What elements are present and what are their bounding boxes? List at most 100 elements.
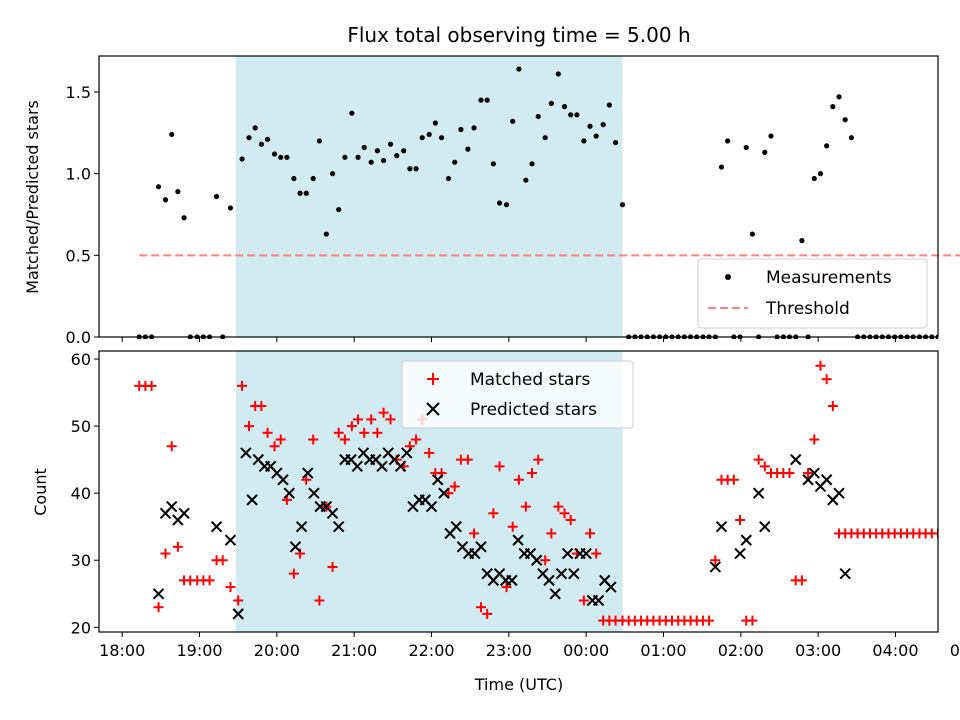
legend-measurements-label: Measurements — [766, 268, 892, 288]
measurements-point — [542, 135, 548, 141]
predicted-stars-point — [709, 561, 722, 573]
predicted-stars-point — [833, 487, 845, 499]
matched-stars-point — [533, 454, 544, 465]
measurements-point — [465, 146, 471, 152]
predicted-stars-point — [152, 588, 165, 600]
matched-stars-point — [275, 434, 286, 445]
measurements-point — [303, 190, 309, 196]
predicted-stars-point — [580, 547, 592, 560]
matched-stars-point — [735, 515, 746, 526]
measurements-point — [297, 190, 303, 196]
matched-stars-point — [815, 360, 826, 371]
legend-threshold-label: Threshold — [765, 299, 850, 319]
measurements-point — [368, 159, 374, 165]
measurements-point — [355, 154, 361, 160]
predicted-stars-point — [246, 494, 258, 506]
y-tick-label: 50 — [71, 417, 91, 436]
measurements-point — [316, 138, 322, 144]
measurements-point — [258, 141, 264, 147]
predicted-stars-point — [438, 487, 450, 499]
matched-stars-point — [160, 548, 171, 559]
matched-stars-point — [233, 595, 244, 606]
matched-stars-point — [333, 427, 344, 438]
matched-stars-point — [366, 414, 377, 425]
markers-layer — [134, 360, 938, 626]
legend-matched-label: Matched stars — [470, 370, 590, 390]
measurements-point — [478, 97, 484, 103]
bottom-legend-box — [401, 360, 634, 429]
matched-stars-point — [372, 427, 383, 438]
measurements-point — [374, 148, 380, 154]
x-tick-label: 04:00 — [872, 641, 918, 660]
predicted-stars-point — [808, 467, 820, 479]
measurements-point — [361, 144, 367, 151]
predicted-stars-point — [302, 467, 314, 479]
predicted-stars-point — [820, 474, 833, 486]
predicted-stars-point — [178, 507, 190, 520]
measurements-point — [342, 154, 348, 160]
measurements-point — [239, 156, 245, 162]
measurements-point — [252, 125, 258, 131]
matched-stars-point — [204, 575, 215, 586]
measurements-point — [484, 97, 490, 103]
matched-stars-point — [578, 595, 589, 606]
predicted-stars-point — [839, 567, 851, 580]
predicted-stars-point — [450, 521, 462, 533]
matched-stars-point — [327, 561, 338, 572]
matched-stars-point — [237, 380, 248, 391]
measurements-point — [811, 175, 817, 182]
measurements-point — [743, 144, 749, 151]
matched-stars-point — [559, 508, 570, 519]
y-tick-label: 60 — [71, 350, 91, 369]
predicted-stars-point — [512, 534, 524, 546]
matched-stars-point — [710, 555, 721, 566]
measurements-point — [529, 161, 535, 167]
predicted-stars-point — [752, 487, 765, 499]
x-tick-label: 20:00 — [254, 641, 300, 660]
y-tick-label: 0.0 — [66, 328, 91, 347]
measurements-point — [587, 123, 593, 129]
legend-matched-marker — [427, 373, 439, 385]
measurements-point — [349, 110, 355, 116]
x-tick-label: 05:00 — [950, 641, 960, 660]
measurements-point — [749, 231, 756, 237]
predicted-stars-point — [326, 507, 339, 520]
x-tick-label: 01:00 — [640, 641, 686, 660]
measurements-point — [799, 238, 805, 244]
matched-stars-point — [933, 528, 938, 539]
predicted-stars-point — [165, 500, 178, 513]
measurements-point — [162, 197, 169, 203]
predicted-stars-point — [715, 521, 728, 533]
x-tick-label: 00:00 — [563, 641, 609, 660]
legend-measurements-marker — [725, 274, 731, 280]
y-tick-label: 30 — [71, 551, 91, 570]
measurements-point — [452, 159, 458, 165]
measurements-point — [574, 112, 580, 118]
matched-stars-point — [262, 427, 273, 438]
matched-stars-point — [821, 374, 832, 385]
matched-stars-point — [166, 441, 177, 452]
measurements-point — [169, 131, 175, 138]
measurements-point — [213, 193, 220, 200]
measurements-point — [432, 120, 438, 126]
top-legend: Measurements Threshold — [697, 258, 928, 329]
matched-stars-point — [803, 468, 814, 479]
axes-frame — [98, 55, 939, 338]
measurements-point — [323, 231, 329, 237]
y-tick-label: 1.5 — [66, 83, 91, 102]
predicted-stars-point — [240, 447, 252, 459]
matched-stars-point — [462, 454, 473, 465]
measurements-point — [413, 166, 419, 172]
measurements-point — [619, 202, 626, 208]
predicted-stars-point — [425, 500, 438, 513]
matched-stars-point — [411, 434, 422, 445]
measurements-point — [612, 139, 619, 146]
measurements-point — [600, 122, 606, 128]
measurements-point — [264, 136, 271, 142]
measurements-point — [438, 135, 445, 141]
matched-stars-point — [269, 441, 280, 452]
matched-stars-point — [146, 380, 157, 391]
matched-stars-point — [469, 528, 480, 539]
matched-stars-point — [256, 400, 267, 411]
predicted-stars-point — [333, 521, 345, 533]
